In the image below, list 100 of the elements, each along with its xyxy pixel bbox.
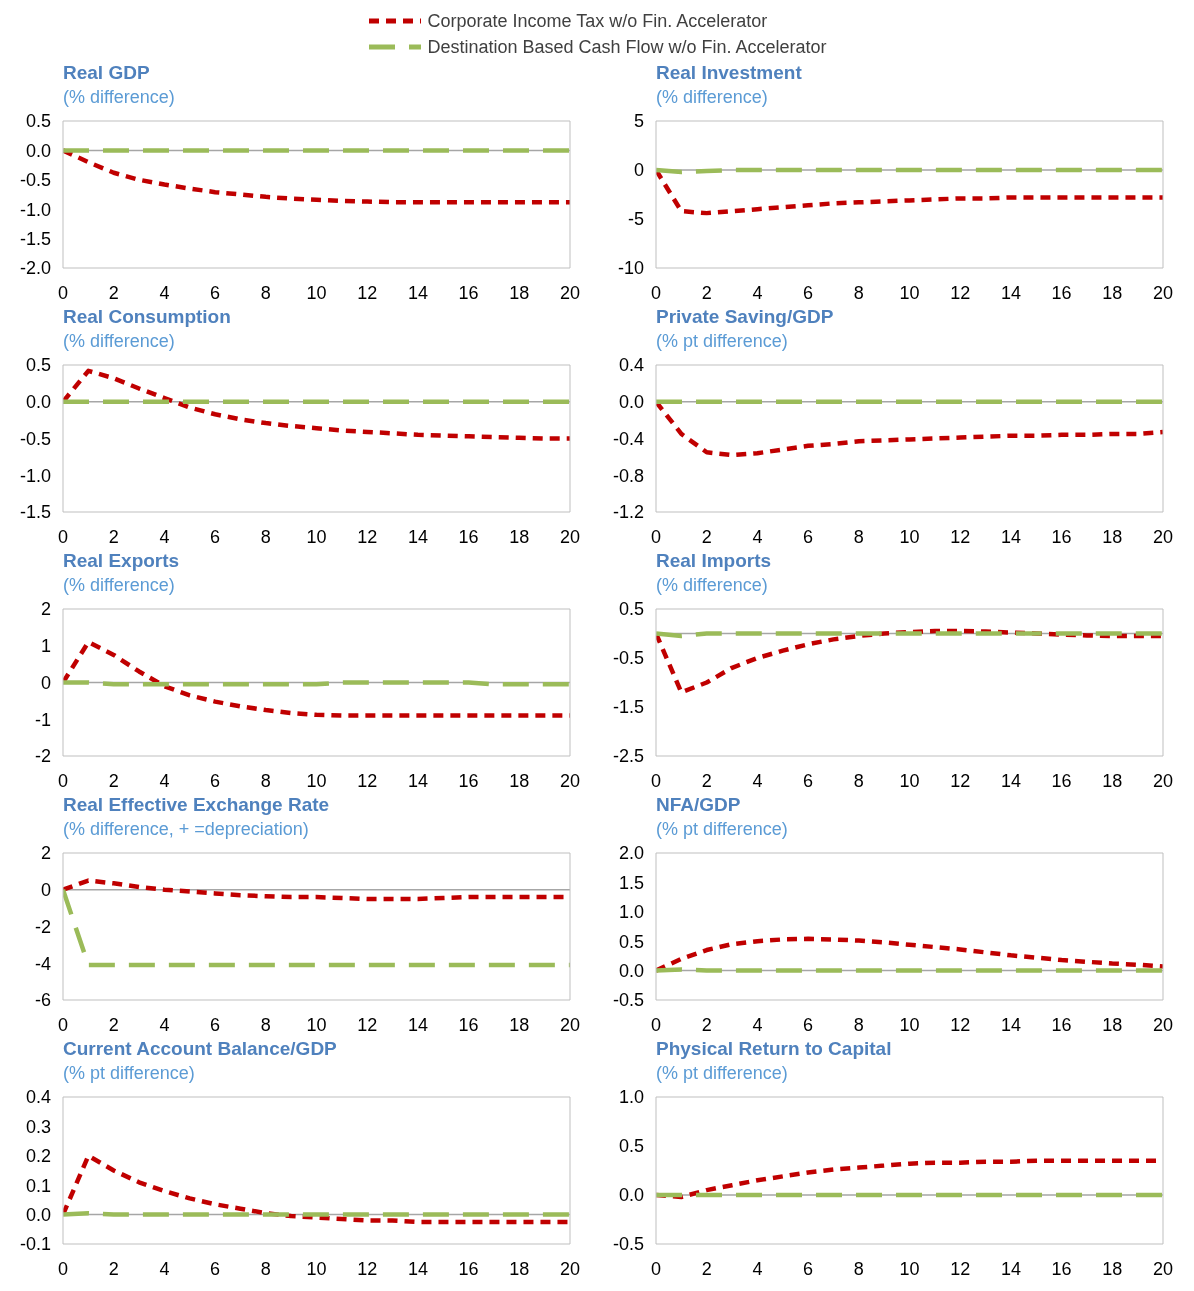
x-tick-label: 18: [1102, 1258, 1123, 1279]
x-tick-label: 8: [853, 1014, 864, 1035]
x-tick-label: 10: [899, 1014, 920, 1035]
x-tick-label: 18: [509, 1258, 530, 1279]
x-tick-label: 20: [1152, 1258, 1174, 1279]
chart-subtitle: (% difference): [63, 86, 176, 109]
x-tick-label: 4: [752, 1014, 763, 1035]
y-tick-label: 5: [633, 111, 644, 132]
y-tick-label: 2.0: [618, 843, 644, 864]
x-tick-label: 14: [407, 770, 428, 791]
x-tick-label: 4: [752, 282, 763, 303]
chart-subtitle: (% difference): [63, 330, 176, 353]
y-tick-label: -1.5: [612, 697, 644, 718]
x-tick-label: 16: [458, 1258, 479, 1279]
y-tick-label: -0.5: [612, 990, 644, 1011]
y-tick-label: 0.1: [25, 1175, 51, 1196]
x-tick-label: 12: [950, 526, 971, 547]
x-tick-label: 20: [559, 526, 581, 547]
chart-title: Real Effective Exchange Rate: [63, 793, 331, 817]
x-tick-label: 8: [853, 1258, 864, 1279]
x-tick-label: 20: [1152, 282, 1174, 303]
x-tick-label: 18: [1102, 770, 1123, 791]
y-tick-label: 2: [40, 599, 51, 620]
x-tick-label: 10: [899, 526, 920, 547]
x-tick-label: 6: [803, 526, 814, 547]
x-tick-label: 8: [260, 1014, 271, 1035]
y-tick-label: -4: [34, 953, 51, 974]
y-tick-label: 1.0: [618, 902, 644, 923]
x-tick-label: 2: [108, 282, 119, 303]
x-tick-label: 16: [1051, 770, 1072, 791]
chart-title: Real Investment: [656, 61, 803, 85]
legend-label: Corporate Income Tax w/o Fin. Accelerator: [427, 10, 768, 32]
x-tick-label: 2: [701, 282, 712, 303]
y-tick-label: 0.2: [25, 1146, 51, 1167]
y-tick-label: -2.0: [19, 258, 51, 279]
y-tick-label: -0.5: [612, 648, 644, 669]
x-tick-label: 16: [458, 1014, 479, 1035]
y-tick-label: -5: [627, 209, 644, 230]
x-tick-label: 18: [509, 282, 530, 303]
x-tick-label: 8: [260, 770, 271, 791]
y-tick-label: 0.4: [618, 355, 644, 376]
y-tick-label: -1.0: [19, 465, 51, 486]
x-tick-label: 20: [559, 282, 581, 303]
x-tick-label: 4: [752, 770, 763, 791]
x-tick-label: 12: [950, 1258, 971, 1279]
x-tick-label: 20: [1152, 526, 1174, 547]
chart-title: NFA/GDP: [656, 793, 742, 817]
x-tick-label: 14: [1000, 770, 1021, 791]
x-tick-label: 0: [650, 526, 662, 547]
x-tick-label: 10: [306, 1258, 327, 1279]
x-tick-label: 12: [357, 1014, 378, 1035]
x-tick-label: 6: [803, 1258, 814, 1279]
x-tick-label: 6: [803, 1014, 814, 1035]
x-tick-label: 6: [210, 282, 221, 303]
x-tick-label: 16: [1051, 282, 1072, 303]
x-tick-label: 16: [458, 282, 479, 303]
y-tick-label: -1.0: [19, 199, 51, 220]
x-tick-label: 2: [108, 1258, 119, 1279]
x-tick-label: 8: [260, 1258, 271, 1279]
x-tick-label: 14: [407, 526, 428, 547]
x-tick-label: 14: [407, 1258, 428, 1279]
chart-subtitle: (% pt difference): [656, 330, 789, 353]
y-tick-label: -0.5: [19, 170, 51, 191]
x-tick-label: 6: [210, 1014, 221, 1035]
y-tick-label: 0.0: [618, 1185, 644, 1206]
y-tick-label: -0.4: [612, 428, 644, 449]
y-tick-label: -0.8: [612, 465, 644, 486]
x-tick-label: 0: [57, 526, 69, 547]
y-tick-label: -0.1: [19, 1234, 51, 1255]
chart-title: Real GDP: [63, 61, 151, 85]
x-tick-label: 0: [650, 770, 662, 791]
x-tick-label: 2: [108, 770, 119, 791]
x-tick-label: 20: [559, 770, 581, 791]
y-tick-label: -1.5: [19, 502, 51, 523]
x-tick-label: 6: [803, 770, 814, 791]
x-tick-label: 0: [57, 1258, 69, 1279]
y-tick-label: -2: [34, 916, 51, 937]
x-tick-label: 8: [853, 282, 864, 303]
x-tick-label: 16: [458, 526, 479, 547]
x-tick-label: 2: [701, 526, 712, 547]
x-tick-label: 12: [357, 526, 378, 547]
y-tick-label: 0: [40, 880, 51, 901]
x-tick-label: 12: [357, 770, 378, 791]
x-tick-label: 16: [1051, 526, 1072, 547]
x-tick-label: 10: [899, 282, 920, 303]
y-tick-label: -10: [617, 258, 644, 279]
x-tick-label: 4: [752, 526, 763, 547]
y-tick-label: 0.0: [25, 140, 51, 161]
x-tick-label: 4: [752, 1258, 763, 1279]
y-tick-label: 0.0: [618, 960, 644, 981]
y-tick-label: 0.5: [618, 599, 644, 620]
x-tick-label: 4: [159, 770, 170, 791]
x-tick-label: 18: [509, 1014, 530, 1035]
y-tick-label: 0.5: [25, 355, 51, 376]
x-tick-label: 6: [210, 770, 221, 791]
x-tick-label: 12: [950, 770, 971, 791]
y-tick-label: -1.2: [612, 502, 644, 523]
y-tick-label: 1.5: [618, 872, 644, 893]
y-tick-label: 0.5: [618, 931, 644, 952]
x-tick-label: 8: [853, 770, 864, 791]
